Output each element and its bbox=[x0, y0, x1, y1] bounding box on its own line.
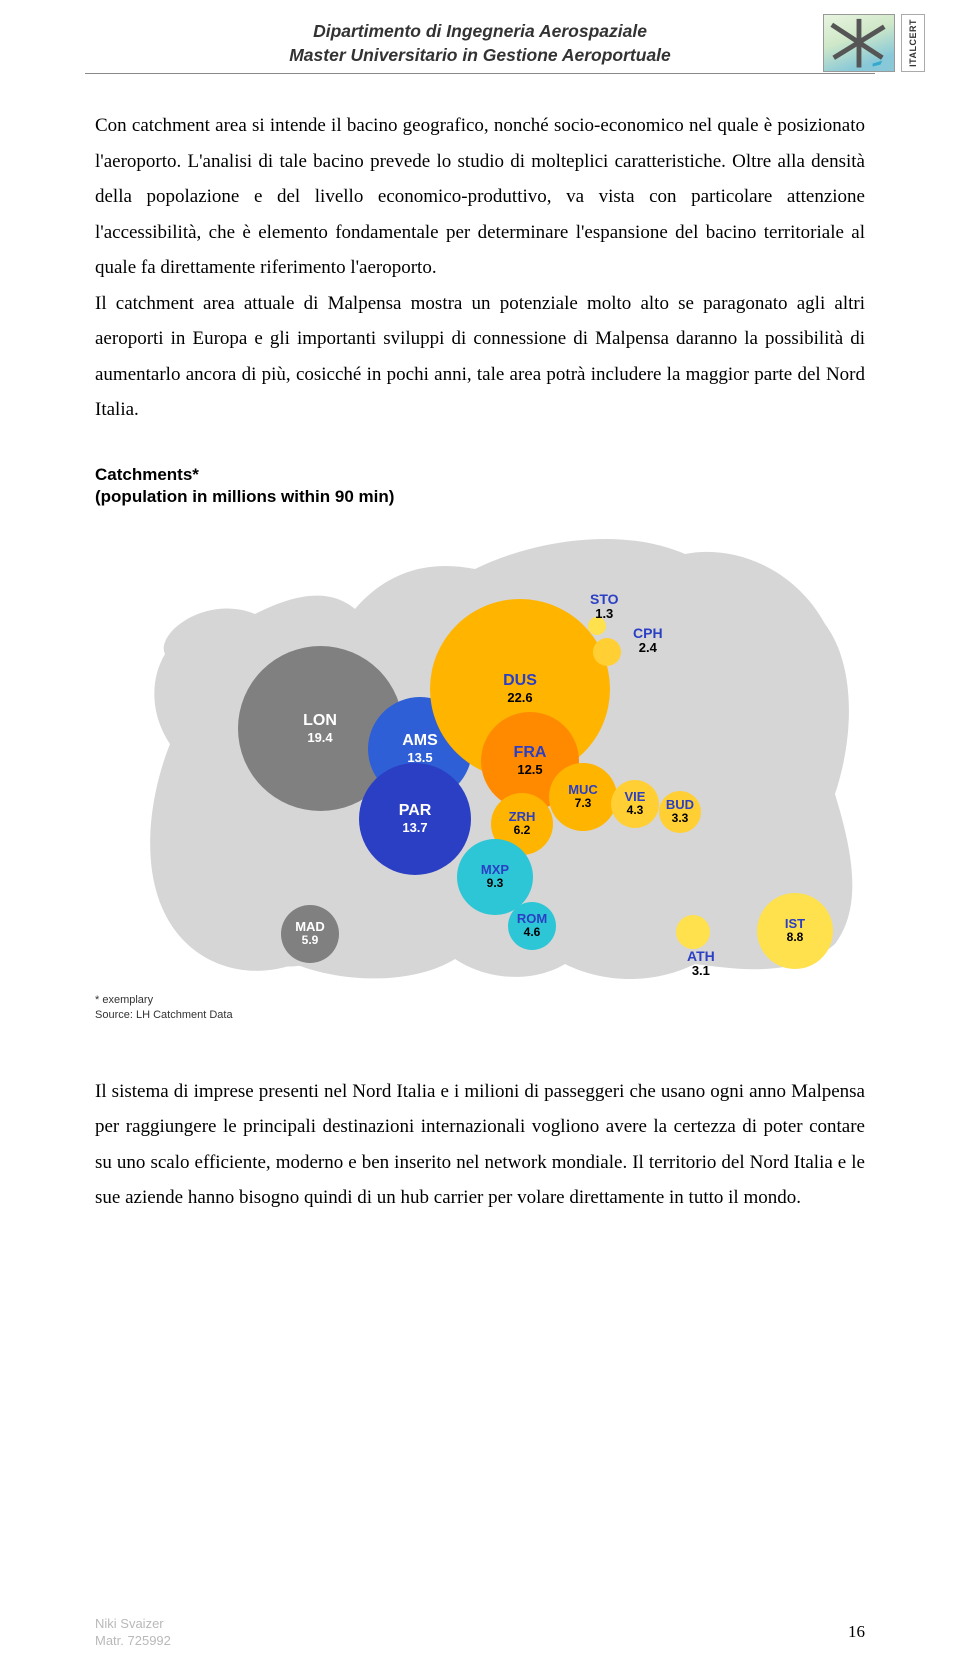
footer-name: Niki Svaizer bbox=[95, 1616, 171, 1633]
chart-title-l1: Catchments* bbox=[95, 464, 394, 486]
callout-ath: ATH3.1 bbox=[687, 949, 715, 979]
bubble-ath bbox=[676, 915, 710, 949]
footnote-l1: * exemplary bbox=[95, 993, 233, 1007]
footnote-l2: Source: LH Catchment Data bbox=[95, 1008, 233, 1022]
chart-title: Catchments* (population in millions with… bbox=[95, 464, 394, 508]
header-line1: Dipartimento di Ingegneria Aerospaziale bbox=[95, 20, 865, 44]
bubbles-layer: LON19.4AMS13.5PAR13.7DUS22.6FRA12.5ZRH6.… bbox=[95, 514, 865, 984]
bubble-mad: MAD5.9 bbox=[281, 905, 339, 963]
callout-sto: STO1.3 bbox=[590, 592, 619, 622]
header-divider bbox=[85, 73, 875, 74]
paragraph-3: Il sistema di imprese presenti nel Nord … bbox=[95, 1074, 865, 1216]
bubble-vie: VIE4.3 bbox=[611, 780, 659, 828]
page-number: 16 bbox=[848, 1622, 865, 1642]
footer-author: Niki Svaizer Matr. 725992 bbox=[95, 1616, 171, 1650]
bubble-bud: BUD3.3 bbox=[659, 791, 701, 833]
italcert-label: ITALCERT bbox=[907, 19, 919, 67]
bubble-par: PAR13.7 bbox=[359, 763, 471, 875]
catchment-chart: Catchments* (population in millions with… bbox=[95, 464, 865, 1024]
airport-logo-icon bbox=[823, 14, 895, 72]
callout-cph: CPH2.4 bbox=[633, 626, 663, 656]
bubble-rom: ROM4.6 bbox=[508, 902, 556, 950]
chart-title-l2: (population in millions within 90 min) bbox=[95, 486, 394, 508]
italcert-logo-icon: ITALCERT bbox=[901, 14, 925, 72]
footer-matr: Matr. 725992 bbox=[95, 1633, 171, 1650]
bubble-muc: MUC7.3 bbox=[549, 763, 617, 831]
bubble-ist: IST8.8 bbox=[757, 893, 833, 969]
page-header: Dipartimento di Ingegneria Aerospaziale … bbox=[95, 20, 865, 67]
bubble-cph bbox=[593, 638, 621, 666]
header-logos: ITALCERT bbox=[823, 14, 925, 72]
paragraph-2: Il catchment area attuale di Malpensa mo… bbox=[95, 286, 865, 428]
chart-footnote: * exemplary Source: LH Catchment Data bbox=[95, 993, 233, 1022]
paragraph-1: Con catchment area si intende il bacino … bbox=[95, 108, 865, 286]
header-line2: Master Universitario in Gestione Aeropor… bbox=[95, 44, 865, 68]
